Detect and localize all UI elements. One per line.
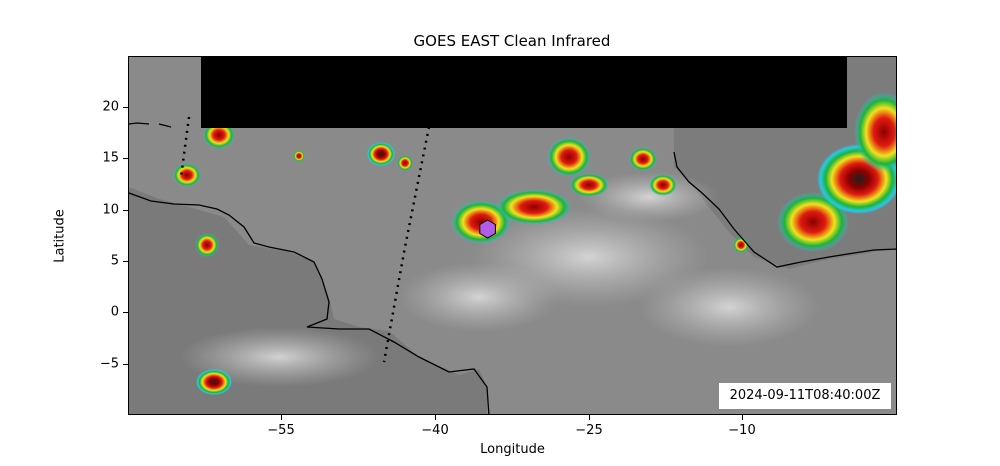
timestamp-label: 2024-09-11T08:40:00Z xyxy=(719,383,891,409)
satellite-map xyxy=(128,56,897,415)
y-tick-label: 10 xyxy=(102,202,119,218)
x-axis-label: Longitude xyxy=(480,442,545,457)
south-america-coastline xyxy=(129,192,490,414)
y-tick-label: 5 xyxy=(110,253,119,269)
x-tick-label: −25 xyxy=(575,423,603,438)
x-tick-label: −55 xyxy=(267,423,295,438)
y-axis-label: Latitude xyxy=(52,209,68,263)
x-tick-label: −40 xyxy=(421,423,449,438)
satellite-imagery xyxy=(129,57,896,414)
masked-region xyxy=(201,57,847,128)
y-tick-label: 20 xyxy=(102,99,119,115)
y-tick-label: −5 xyxy=(99,356,119,372)
y-tick-label: 15 xyxy=(102,150,119,166)
africa-coastline xyxy=(673,151,896,268)
y-tick-label: 0 xyxy=(110,304,119,320)
map-title: GOES EAST Clean Infrared xyxy=(413,32,611,50)
x-tick-label: −10 xyxy=(728,423,756,438)
location-marker-hexagon xyxy=(479,219,496,239)
